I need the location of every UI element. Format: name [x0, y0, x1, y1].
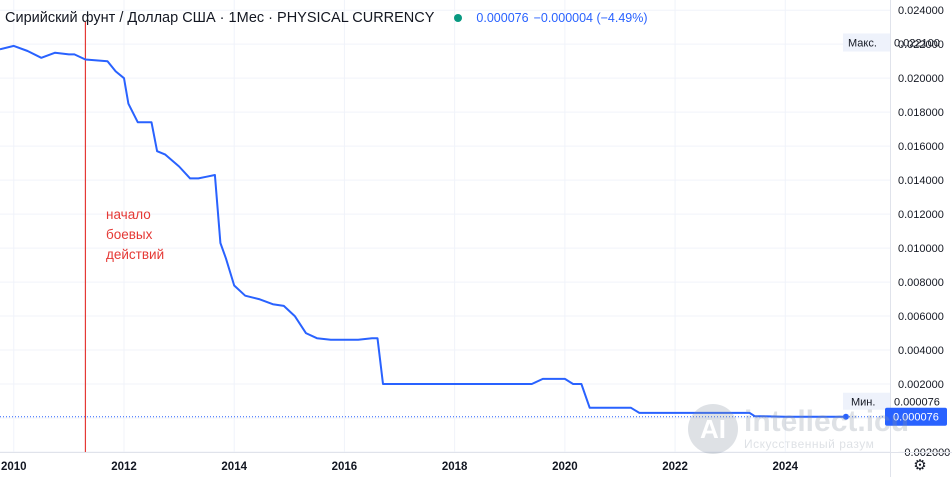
y-tick-label: 0.008000 — [898, 277, 944, 289]
y-tick-label: 0.020000 — [898, 73, 944, 85]
x-tick-label: 2022 — [662, 461, 688, 473]
max-label-text: Макс. — [848, 37, 877, 49]
y-tick-label: 0.018000 — [898, 107, 944, 119]
x-tick-label: 2016 — [332, 461, 358, 473]
y-tick-label: 0.012000 — [898, 209, 944, 221]
annotation-line-3: действий — [106, 247, 165, 262]
last-value: 0.000076 — [476, 11, 529, 25]
y-tick-label: 0.014000 — [898, 175, 944, 187]
price-labels: Макс. 0.022100 Мин. 0.000076 0.000076 — [843, 33, 947, 426]
y-tick-label: 0.006000 — [898, 311, 944, 323]
gear-icon[interactable]: ⚙ — [913, 457, 927, 474]
x-tick-label: 2012 — [111, 461, 137, 473]
war-start-annotation: начало боевых действий — [106, 205, 186, 265]
y-tick-label: 0.024000 — [898, 5, 944, 17]
y-tick-label: 0.002000 — [898, 379, 944, 391]
price-change: −0.000004 (−4.49%) — [533, 11, 648, 25]
annotation-line-1: начало — [106, 207, 151, 222]
series-line — [0, 44, 846, 418]
y-tick-label: 0.004000 — [898, 345, 944, 357]
market-status-icon — [454, 14, 463, 22]
min-label-text: Мин. — [851, 397, 875, 409]
max-value-text: 0.022100 — [894, 37, 940, 49]
x-tick-label: 2018 — [442, 461, 468, 473]
symbol-title[interactable]: Сирийский фунт / Доллар США · 1Мес · PHY… — [5, 10, 435, 26]
chart-header: Сирийский фунт / Доллар США · 1Мес · PHY… — [5, 10, 648, 26]
last-value-text: 0.000076 — [893, 412, 939, 424]
last-value-box — [885, 407, 947, 426]
y-tick-label: 0.016000 — [898, 141, 944, 153]
min-value-text: 0.000076 — [894, 397, 940, 409]
last-value-dot — [842, 413, 849, 420]
x-tick-label: 2020 — [552, 461, 578, 473]
x-tick-label: 2010 — [1, 461, 27, 473]
x-tick-label: 2024 — [772, 461, 798, 473]
annotation-line-2: боевых — [106, 227, 153, 242]
max-label-box — [843, 33, 890, 52]
y-tick-label: 0.010000 — [898, 243, 944, 255]
x-tick-label: 2014 — [221, 461, 247, 473]
y-tick-label: 0.022000 — [898, 39, 944, 51]
price-line — [0, 44, 890, 420]
min-label-box — [843, 392, 890, 410]
